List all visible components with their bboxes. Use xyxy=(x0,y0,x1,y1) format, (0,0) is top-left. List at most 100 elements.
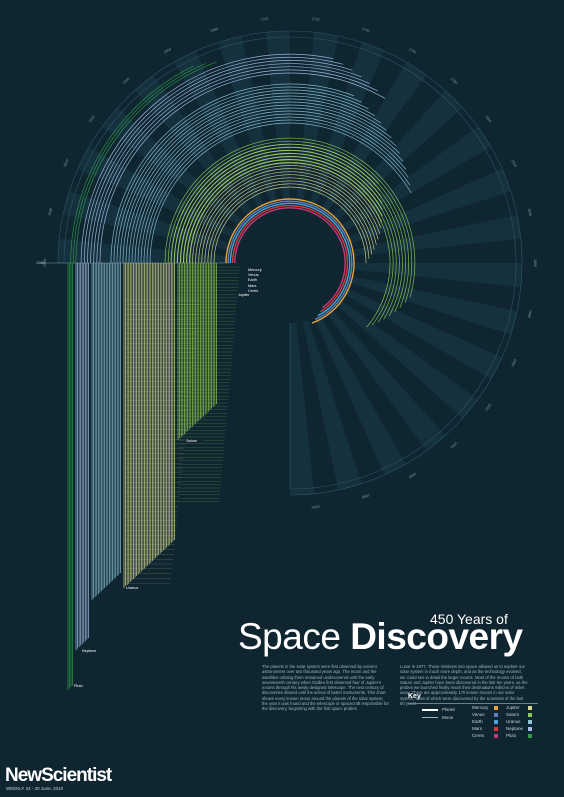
arc-jupiter xyxy=(186,159,383,264)
arc-saturn xyxy=(174,147,406,312)
planet-label-neptune: Neptune xyxy=(82,649,96,653)
year-tick-label: 1720 xyxy=(311,17,319,22)
year-tick-label: 1780 xyxy=(450,77,459,85)
arc-neptune xyxy=(87,60,353,264)
arc-uranus xyxy=(134,107,400,264)
arc-uranus xyxy=(137,110,404,264)
arc-neptune xyxy=(93,66,370,264)
arc-jupiter xyxy=(204,177,375,264)
arc-uranus xyxy=(149,122,412,264)
year-sector xyxy=(325,307,446,451)
arc-saturn xyxy=(180,153,400,320)
planet-label-mercury: Mercury xyxy=(248,268,262,272)
new-scientist-logo: NewScientist xyxy=(5,765,112,786)
planet-label-bg xyxy=(237,292,255,297)
year-sector xyxy=(314,314,406,475)
year-tick-label: 1920 xyxy=(484,403,492,412)
arc-neptune xyxy=(99,72,386,264)
arc-uranus xyxy=(113,86,362,264)
arc-saturn xyxy=(170,143,410,308)
arc-jupiter xyxy=(195,168,381,264)
year-tick-label: 2000 xyxy=(311,504,319,509)
legend-planet-label: Planet xyxy=(442,707,455,712)
legend-label-jupiter: Jupiter xyxy=(506,705,520,710)
arc-jupiter xyxy=(201,174,377,264)
arc-mercury xyxy=(225,198,355,324)
year-tick-label: 1600 xyxy=(63,159,70,168)
year-tick-label: 1740 xyxy=(361,27,370,33)
year-tick-label: 1680 xyxy=(210,27,219,33)
arc-uranus xyxy=(110,83,355,264)
year-tick-label: 1900 xyxy=(510,358,517,367)
arc-uranus xyxy=(143,116,409,264)
arc-neptune xyxy=(80,53,334,264)
legend-swatch-pluto xyxy=(528,733,532,738)
year-tick-label: 1580 xyxy=(48,208,54,217)
arc-jupiter xyxy=(210,183,370,264)
planet-label-bg xyxy=(185,438,203,443)
arc-neptune xyxy=(83,57,344,264)
legend-label-venus: Venus xyxy=(472,712,485,717)
arc-jupiter xyxy=(189,162,383,264)
year-tick-label: 1880 xyxy=(527,310,533,319)
legend-swatch-jupiter xyxy=(528,705,532,710)
arc-jupiter xyxy=(213,186,367,264)
legend-title: Key xyxy=(408,693,421,700)
planet-label-bg xyxy=(247,288,265,293)
planet-label-bg xyxy=(247,272,265,277)
legend-label-ceres: Ceres xyxy=(472,733,485,738)
year-tick-label: 1800 xyxy=(484,115,492,124)
planet-label-pluto: Pluto xyxy=(74,684,83,688)
intro-text-col1: The planets in the solar system were fir… xyxy=(262,664,389,712)
legend-label-pluto: Pluto xyxy=(506,733,517,738)
planet-label-ceres: Ceres xyxy=(248,289,258,293)
year-tick-label: 1960 xyxy=(408,471,417,478)
year-sector xyxy=(334,298,478,419)
planet-label-saturn: Saturn xyxy=(186,439,197,443)
legend-label-neptune: Neptune xyxy=(506,726,524,731)
legend-divider xyxy=(408,703,538,704)
arc-saturn xyxy=(164,137,416,298)
arc-uranus xyxy=(146,119,411,264)
arc-uranus xyxy=(128,101,392,264)
arc-mars xyxy=(231,204,349,313)
year-tick-label: 1660 xyxy=(163,47,172,54)
title-bold: Discovery xyxy=(350,616,523,657)
page-title: Space Discovery xyxy=(238,615,523,659)
legend-swatch-uranus xyxy=(528,719,532,724)
issue-date: WEEKLY 24 - 30 June, 2010 xyxy=(6,786,64,791)
year-tick-label: 1860 xyxy=(533,259,537,267)
legend-swatch-saturn xyxy=(528,712,532,717)
legend-moon-line xyxy=(422,717,438,718)
legend-swatch-mercury xyxy=(494,705,498,710)
arc-uranus xyxy=(116,89,369,264)
start-year-label: 1560 xyxy=(36,260,46,265)
arc-saturn xyxy=(167,140,413,303)
year-tick-label: 1940 xyxy=(450,441,459,449)
legend-swatch-neptune xyxy=(528,726,532,731)
year-tick-label: 1620 xyxy=(88,115,96,124)
legend-label-earth: Earth xyxy=(472,719,483,724)
scale-ring xyxy=(63,36,517,490)
arc-pluto xyxy=(70,65,195,264)
arc-jupiter xyxy=(198,171,379,264)
year-tick-label: 1760 xyxy=(408,47,417,54)
planet-label-bg xyxy=(247,277,265,282)
year-tick-label: 1820 xyxy=(510,159,517,168)
arc-uranus xyxy=(122,95,382,264)
arc-neptune xyxy=(90,63,362,264)
arc-uranus xyxy=(125,98,387,264)
year-tick-label: 1840 xyxy=(527,208,533,217)
arc-jupiter xyxy=(207,180,373,264)
arc-saturn xyxy=(189,162,391,328)
legend-swatch-earth xyxy=(494,719,498,724)
planet-label-bg xyxy=(81,648,99,653)
year-tick-label: 1640 xyxy=(122,77,131,85)
legend-swatch-mars xyxy=(494,726,498,731)
planet-label-mars: Mars xyxy=(248,284,257,288)
arc-saturn xyxy=(186,159,394,326)
year-tick-label: 1980 xyxy=(361,493,370,499)
arc-pluto xyxy=(75,61,217,264)
